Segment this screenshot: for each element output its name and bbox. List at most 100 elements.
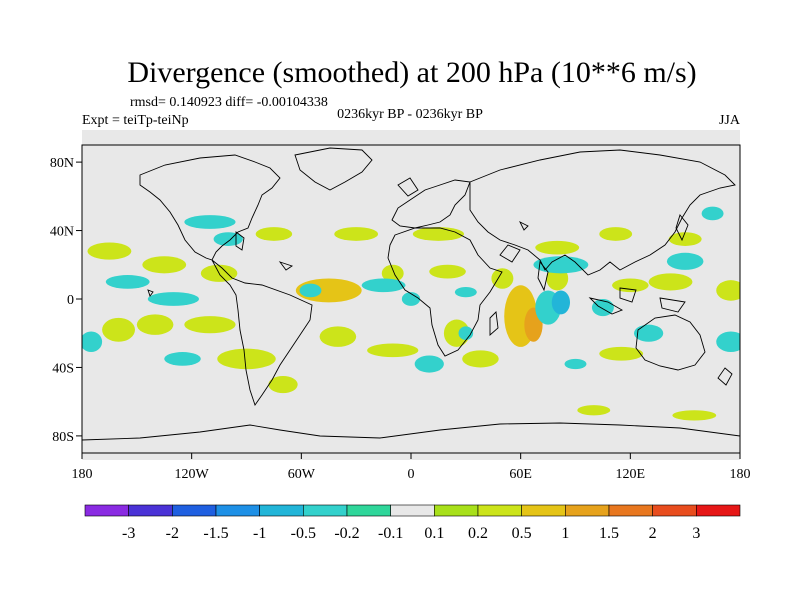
x-tick-label: 120E <box>616 467 646 482</box>
coast-caribbean <box>278 261 294 271</box>
coast-caspian <box>518 220 529 231</box>
colorbar-label: 2 <box>649 525 657 542</box>
colorbar-label: -2 <box>166 525 179 542</box>
coast-madagascar <box>489 311 499 336</box>
colorbar-label: 0.5 <box>512 525 532 542</box>
colorbar-label: -0.5 <box>291 525 316 542</box>
divergence-blob-49 <box>414 355 444 373</box>
divergence-blob-48 <box>147 292 199 306</box>
coast-north-america <box>139 154 281 261</box>
colorbar-swatch <box>303 504 348 517</box>
colorbar-swatch <box>434 504 479 517</box>
divergence-blob-38 <box>454 287 477 298</box>
divergence-blob-51 <box>458 326 474 341</box>
divergence-blob-45 <box>716 331 740 353</box>
divergence-blob-27 <box>217 348 276 370</box>
divergence-blob-21 <box>102 317 136 342</box>
coast-australia <box>635 314 706 371</box>
coast-florida <box>235 231 245 251</box>
chart-title: Divergence (smoothed) at 200 hPa (10**6 … <box>127 56 696 89</box>
divergence-blob-11 <box>381 264 404 282</box>
coast-asia <box>469 149 736 276</box>
divergence-blob-7 <box>142 256 187 274</box>
stats-text: rmsd= 0.140923 diff= -0.00104338 <box>130 95 328 110</box>
divergence-blob-25 <box>462 350 499 368</box>
colorbar-label: -0.1 <box>378 525 403 542</box>
divergence-blob-20 <box>136 314 174 335</box>
x-tick-label: 60W <box>288 467 316 482</box>
colorbar-label: 1 <box>561 525 569 542</box>
x-tick-label: 120W <box>175 467 210 482</box>
x-tick-label: 180 <box>72 467 93 482</box>
y-tick-label: 0 <box>67 293 74 308</box>
x-tick-label: 180 <box>730 467 751 482</box>
divergence-blob-19 <box>443 319 470 347</box>
divergence-blob-39 <box>533 256 589 274</box>
divergence-anomaly-layer <box>82 206 740 421</box>
colorbar-swatch <box>390 504 435 517</box>
colorbar-label: 1.5 <box>599 525 619 542</box>
divergence-blob-23 <box>319 326 357 347</box>
y-axis: 80N 40N 0 40S 80S <box>50 156 82 445</box>
coast-south-america <box>211 259 313 406</box>
coast-arabia <box>499 244 521 263</box>
colorbar-label: 0.2 <box>468 525 488 542</box>
colorbar: -3 -2 -1.5 -1 -0.5 -0.2 -0.1 0.1 0.2 0.5 1 1.5 2 3 <box>84 504 741 542</box>
divergence-blob-40 <box>666 252 704 270</box>
colorbar-swatch <box>565 504 610 517</box>
colorbar-label: -1.5 <box>203 525 228 542</box>
period-label: 0236kyr BP - 0236kyr BP <box>337 107 483 122</box>
divergence-blob-30 <box>672 410 717 421</box>
coast-new-zealand <box>717 367 733 386</box>
divergence-blob-31 <box>701 206 724 221</box>
divergence-blob-32 <box>299 283 322 298</box>
colorbar-label: -0.2 <box>334 525 359 542</box>
colorbar-swatch <box>696 504 741 517</box>
divergence-blob-35 <box>213 232 243 246</box>
y-tick-label: 40N <box>50 225 74 240</box>
x-tick-label: 0 <box>408 467 415 482</box>
coast-new-guinea <box>659 297 686 313</box>
colorbar-swatch <box>521 504 566 517</box>
season-label: JJA <box>719 113 741 128</box>
colorbar-swatch <box>84 504 129 517</box>
divergence-blob-24 <box>367 343 419 358</box>
colorbar-swatch <box>346 504 391 517</box>
coast-europe <box>391 179 471 229</box>
colorbar-swatch <box>608 504 653 517</box>
coast-india <box>537 260 549 292</box>
colorbar-swatch <box>128 504 173 517</box>
colorbar-swatch <box>172 504 217 517</box>
divergence-blob-1 <box>599 227 633 241</box>
divergence-blob-3 <box>412 227 465 241</box>
divergence-blob-47 <box>164 352 201 366</box>
colorbar-label: -1 <box>253 525 266 542</box>
divergence-blob-15 <box>612 278 649 293</box>
colorbar-swatch <box>259 504 304 517</box>
coast-greenland <box>294 147 373 191</box>
x-tick-label: 60E <box>509 467 532 482</box>
colorbar-swatch <box>652 504 697 517</box>
divergence-blob-37 <box>401 292 421 306</box>
coast-antarctica <box>82 422 740 441</box>
divergence-blob-26 <box>599 346 644 361</box>
colorbar-label: 3 <box>692 525 700 542</box>
y-tick-label: 40S <box>52 361 74 376</box>
divergence-blob-9 <box>716 280 740 301</box>
x-axis: 180 120W 60W 0 60E 120E 180 <box>72 453 751 482</box>
divergence-blob-36 <box>361 278 406 293</box>
divergence-blob-16 <box>648 273 693 291</box>
divergence-blob-4 <box>334 227 379 241</box>
coast-africa <box>387 227 503 357</box>
coast-borneo <box>619 287 637 303</box>
colorbar-swatch <box>215 504 260 517</box>
coast-pacific-island <box>147 289 154 297</box>
colorbar-swatch <box>477 504 522 517</box>
divergence-blob-5 <box>255 227 293 241</box>
divergence-blob-50 <box>564 358 587 370</box>
coast-britain <box>397 177 419 197</box>
divergence-blob-34 <box>105 275 150 289</box>
divergence-blob-2 <box>535 240 580 255</box>
divergence-blob-0 <box>668 232 702 246</box>
